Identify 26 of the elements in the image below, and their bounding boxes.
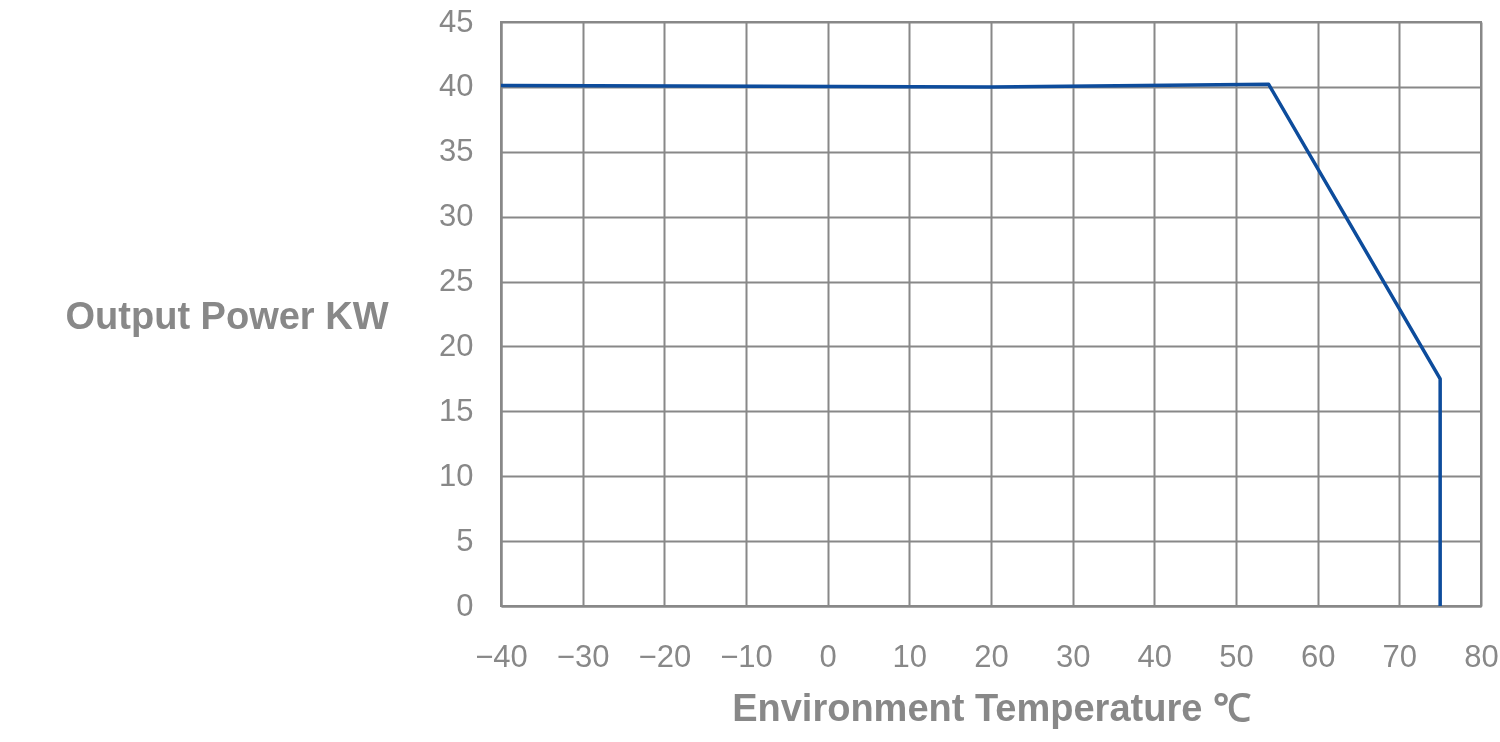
- y-tick-label: 20: [439, 327, 474, 363]
- y-tick-label: 5: [456, 522, 474, 558]
- line-series: [499, 82, 1442, 608]
- y-tick-label: 40: [439, 68, 474, 104]
- x-tick-label: 0: [819, 638, 837, 674]
- x-tick-label: 10: [892, 638, 928, 674]
- x-tick-label: −20: [638, 638, 692, 674]
- y-axis-title: Output Power KW: [65, 294, 389, 337]
- x-tick-label: 70: [1382, 638, 1418, 674]
- x-tick-label: 20: [974, 638, 1009, 674]
- x-tick-label: −30: [556, 638, 610, 674]
- x-tick-label: 80: [1464, 638, 1499, 674]
- x-tick-label: −40: [475, 638, 528, 674]
- y-tick-label: 15: [439, 392, 474, 428]
- y-tick-label: 0: [456, 587, 474, 623]
- x-tick-label: 60: [1300, 638, 1336, 674]
- x-tick-label: −10: [720, 638, 773, 674]
- x-axis-title: Environment Temperature ℃: [732, 686, 1251, 729]
- y-tick-label: 35: [439, 133, 474, 169]
- y-tick-label: 10: [439, 457, 474, 493]
- y-tick-label: 25: [439, 263, 474, 299]
- y-tick-label: 30: [439, 198, 474, 234]
- x-tick-label: 40: [1137, 638, 1173, 674]
- y-tick-label: 45: [439, 3, 474, 39]
- x-tick-label: 50: [1219, 638, 1254, 674]
- x-tick-label: 30: [1055, 638, 1091, 674]
